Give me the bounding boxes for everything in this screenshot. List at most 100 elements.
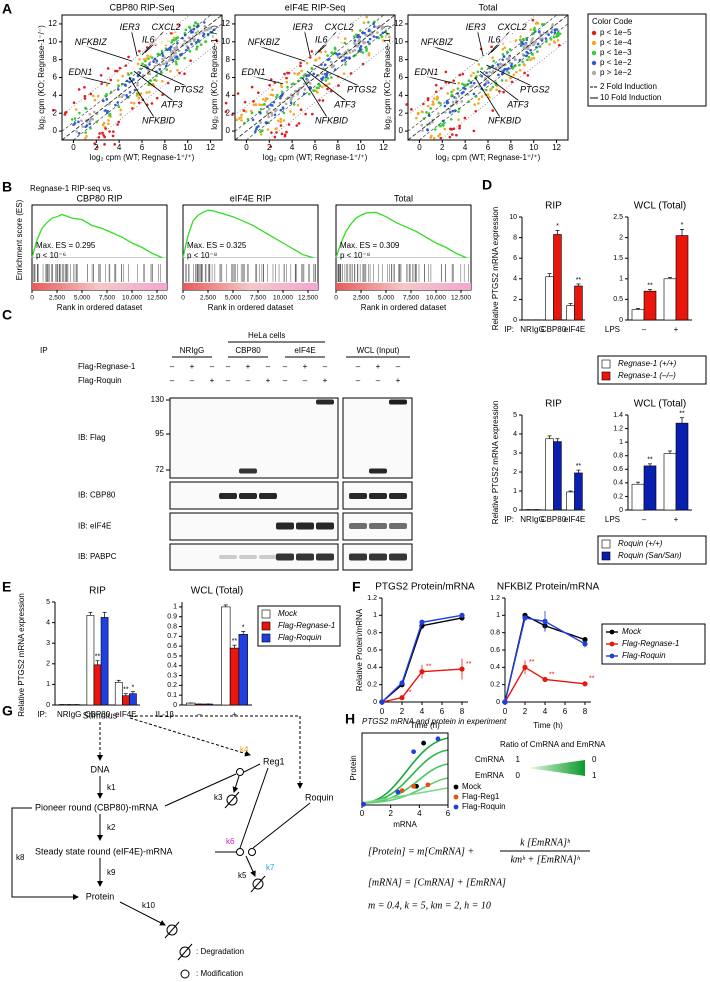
scatter-dot bbox=[175, 45, 178, 48]
bar bbox=[574, 472, 583, 511]
label-bg bbox=[67, 67, 96, 78]
scatter-dot bbox=[267, 115, 271, 119]
x-axis-label: Time (h) bbox=[410, 721, 440, 730]
leader-line bbox=[131, 31, 138, 57]
scatter-dot bbox=[147, 57, 150, 60]
band bbox=[349, 493, 367, 499]
y-tick-label: 0.5 bbox=[167, 653, 177, 660]
scatter-dot bbox=[504, 79, 508, 82]
stat-text: Max. ES = 0.309 bbox=[340, 241, 400, 250]
x-axis-label: Rank in ordered dataset bbox=[57, 303, 143, 312]
x-tick-label: 7,500 bbox=[99, 295, 116, 302]
gene-label: CXCL2 bbox=[152, 22, 181, 32]
scatter-dot bbox=[505, 50, 509, 54]
y-tick-label: 0 bbox=[513, 317, 517, 324]
ratio-title: Ratio of CmRNA and EmRNA bbox=[500, 740, 606, 749]
y-tick-label: 0.3 bbox=[167, 672, 177, 679]
fold-line bbox=[61, 14, 223, 141]
point bbox=[459, 666, 465, 672]
scatter-dot bbox=[496, 63, 500, 66]
scatter-dot bbox=[452, 127, 456, 130]
scatter-dot bbox=[209, 26, 212, 30]
scatter-dot bbox=[263, 103, 266, 106]
node: Protein bbox=[86, 891, 115, 901]
significance: ** bbox=[549, 671, 555, 678]
mark: – bbox=[303, 376, 308, 385]
scatter-dot bbox=[318, 98, 321, 102]
bar bbox=[114, 682, 123, 706]
scatter-dot bbox=[280, 85, 283, 89]
scatter-dot bbox=[501, 53, 505, 56]
node: Steady state round (eIF4E)-mRNA bbox=[35, 846, 173, 856]
scatter-dot bbox=[501, 58, 505, 62]
scatter-dot bbox=[472, 129, 476, 133]
scatter-dot bbox=[280, 132, 284, 136]
scatter-dot bbox=[326, 54, 329, 57]
scatter-dot bbox=[161, 57, 164, 61]
scatter-dot bbox=[309, 82, 312, 85]
scatter-dot bbox=[429, 107, 432, 110]
y-axis-label: log₂ cpm (KO; Regnase-1⁻/⁻) bbox=[37, 25, 46, 130]
scatter-dot bbox=[137, 101, 141, 105]
scatter-dot bbox=[188, 25, 191, 29]
x-tick-label: + bbox=[674, 325, 679, 334]
scatter-dot bbox=[460, 100, 463, 103]
scatter-dot bbox=[443, 110, 447, 114]
y-tick-label: 4 bbox=[513, 431, 517, 438]
bar bbox=[121, 695, 130, 706]
scatter-dot bbox=[161, 93, 164, 97]
x-tick-label: CBP80 bbox=[85, 710, 111, 719]
plot-title: Total bbox=[394, 193, 413, 203]
x-tick-label: 12,500 bbox=[298, 295, 318, 302]
group-label: NRIgG bbox=[180, 346, 204, 355]
scatter-dot bbox=[439, 136, 443, 140]
scatter-dot bbox=[299, 64, 302, 68]
scatter-dot bbox=[166, 81, 170, 85]
y-tick-label: 10 bbox=[394, 37, 403, 46]
scatter-dot bbox=[361, 51, 365, 54]
scatter-dot bbox=[168, 47, 172, 50]
point bbox=[425, 782, 431, 788]
x-tick-label: 7,500 bbox=[250, 295, 267, 302]
group-label: CBP80 bbox=[235, 346, 261, 355]
scatter-dot bbox=[324, 79, 328, 82]
y-tick-label: 0.6 bbox=[367, 647, 377, 654]
header: HeLa cells bbox=[248, 331, 285, 340]
legend-text: : Degradation bbox=[196, 947, 244, 956]
scatter-dot bbox=[271, 93, 275, 97]
scatter-dot bbox=[124, 84, 127, 87]
scatter-dot bbox=[224, 110, 228, 114]
scatter-dot bbox=[337, 84, 340, 87]
scatter-dot bbox=[108, 102, 111, 105]
gene-label: EDN1 bbox=[68, 67, 92, 77]
scatter-dot bbox=[426, 128, 429, 131]
scatter-dot bbox=[510, 80, 514, 84]
mark: + bbox=[210, 376, 215, 385]
significance: * bbox=[242, 624, 245, 631]
y-tick-label: 4 bbox=[226, 90, 231, 99]
scatter-dot bbox=[100, 82, 104, 85]
gene-label: IER3 bbox=[293, 22, 313, 32]
scatter-dot bbox=[122, 93, 125, 97]
x-tick-label: 12 bbox=[379, 143, 388, 152]
point bbox=[419, 669, 425, 675]
point bbox=[459, 612, 465, 618]
label-bg bbox=[333, 100, 362, 110]
scatter-dot bbox=[177, 49, 181, 53]
panel-label: A bbox=[2, 1, 12, 17]
scatter-dot bbox=[74, 108, 78, 111]
blot-label: IB: CBP80 bbox=[78, 491, 116, 500]
y-tick-label: 1 bbox=[513, 488, 517, 495]
panel-label: E bbox=[2, 579, 11, 595]
scatter-dot bbox=[130, 101, 133, 104]
scatter-dot bbox=[101, 123, 105, 127]
series-line bbox=[381, 617, 463, 703]
scatter-dot bbox=[410, 108, 413, 111]
scatter-dot bbox=[77, 88, 81, 91]
scatter-dot bbox=[150, 102, 154, 105]
y-tick-label: 8 bbox=[53, 55, 58, 64]
scatter-dot bbox=[299, 108, 303, 112]
legend-box bbox=[597, 355, 707, 385]
scatter-dot bbox=[353, 41, 356, 45]
band bbox=[259, 493, 277, 499]
